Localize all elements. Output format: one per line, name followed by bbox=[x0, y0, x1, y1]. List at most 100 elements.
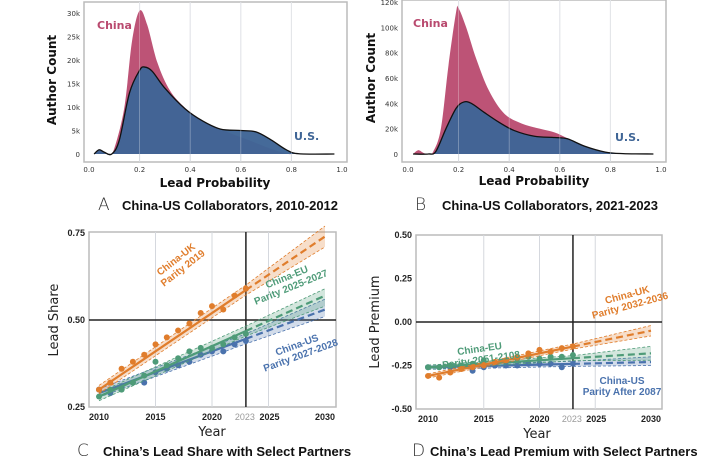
y-tick-label: 5k bbox=[71, 128, 80, 136]
y-axis-title: Author Count bbox=[45, 35, 59, 126]
y-tick-label: 100k bbox=[381, 24, 399, 32]
band-edge-upper-china-uk bbox=[98, 225, 326, 386]
panel-letter: A bbox=[98, 195, 110, 215]
x-tick-label: 0.2 bbox=[134, 166, 145, 174]
y-tick-label: 80k bbox=[385, 50, 399, 58]
data-point-china-us bbox=[536, 360, 543, 367]
data-point-china-us bbox=[242, 337, 249, 344]
x-tick-label: 2023 bbox=[235, 412, 255, 422]
x-tick-label: 0.0 bbox=[402, 166, 413, 174]
data-point-china-eu bbox=[547, 353, 554, 360]
y-tick-label: 15k bbox=[67, 81, 81, 89]
data-point-china-eu bbox=[141, 372, 148, 379]
y-tick-label: 0.25 bbox=[67, 402, 85, 412]
data-point-china-eu bbox=[425, 364, 431, 371]
data-point-china-eu bbox=[96, 393, 102, 400]
y-tick-label: -0.50 bbox=[391, 404, 412, 414]
data-point-china-uk bbox=[231, 292, 238, 299]
panel-letter: B bbox=[415, 195, 426, 215]
band-edge-upper-china-eu bbox=[98, 288, 326, 393]
y-tick-label: 20k bbox=[385, 126, 399, 134]
band-edge-lower-china-eu bbox=[427, 359, 652, 370]
data-point-china-us bbox=[197, 351, 204, 358]
x-tick-label: 0.2 bbox=[453, 166, 464, 174]
x-tick-label: 2030 bbox=[641, 414, 661, 424]
data-point-china-uk bbox=[152, 341, 159, 348]
density-area-us bbox=[413, 101, 654, 155]
data-point-china-uk bbox=[436, 374, 443, 381]
y-tick-label: 0.75 bbox=[67, 228, 85, 238]
panel-B: 0.0 0.2 0.4 0.6 0.8 1.0 0 20k 40k 60k 80k 100k 120k L… bbox=[364, 0, 667, 215]
x-tick-label: 0.4 bbox=[185, 166, 197, 174]
series-label-china: China bbox=[413, 17, 448, 30]
data-point-china-eu bbox=[186, 348, 193, 355]
data-point-china-eu bbox=[118, 386, 125, 393]
annotation-china-us: China-US Parity After 2087 bbox=[583, 376, 662, 398]
data-point-china-uk bbox=[175, 327, 182, 334]
data-point-china-uk bbox=[469, 364, 476, 371]
y-tick-label: 20k bbox=[67, 57, 81, 65]
data-point-china-uk bbox=[458, 365, 465, 372]
data-point-china-uk bbox=[220, 306, 227, 313]
data-point-china-eu bbox=[163, 362, 170, 369]
density-area-us bbox=[94, 66, 335, 155]
data-point-china-uk bbox=[480, 362, 487, 369]
data-point-china-uk bbox=[514, 353, 521, 360]
x-tick-label: 2025 bbox=[260, 412, 280, 422]
data-point-china-uk bbox=[503, 357, 510, 364]
data-point-china-uk bbox=[447, 369, 454, 376]
data-point-china-eu bbox=[152, 358, 159, 365]
y-axis-title: Lead Share bbox=[47, 284, 62, 357]
projection-line-china-eu bbox=[572, 352, 652, 360]
data-point-china-eu bbox=[242, 330, 249, 337]
data-point-china-uk bbox=[197, 310, 204, 317]
series-label-us: U.S. bbox=[615, 131, 640, 144]
data-point-china-uk bbox=[242, 285, 249, 292]
series-label-us: U.S. bbox=[294, 130, 319, 143]
x-tick-label: 0.4 bbox=[504, 166, 516, 174]
x-tick-label: 0.8 bbox=[605, 166, 616, 174]
series-label-china: China bbox=[97, 19, 132, 32]
data-point-china-uk bbox=[547, 348, 554, 355]
data-point-china-eu bbox=[231, 334, 238, 341]
band-edge-lower-china-uk bbox=[98, 246, 326, 395]
x-tick-label: 2025 bbox=[586, 414, 606, 424]
panel-title: China’s Lead Share with Select Partners bbox=[103, 444, 351, 459]
x-tick-label: 0.6 bbox=[554, 166, 566, 174]
data-point-china-eu bbox=[536, 355, 543, 362]
data-point-china-uk bbox=[425, 372, 431, 379]
data-point-china-eu bbox=[220, 341, 227, 348]
y-tick-label: 0 bbox=[76, 151, 80, 159]
projection-line-china-us bbox=[245, 308, 326, 340]
y-tick-label: 0.50 bbox=[394, 230, 412, 240]
data-point-china-uk bbox=[536, 346, 543, 353]
data-point-china-eu bbox=[558, 353, 565, 360]
panel-title: China-US Collaborators, 2010-2012 bbox=[122, 198, 338, 213]
x-tick-label: 1.0 bbox=[336, 166, 347, 174]
x-tick-label: 2015 bbox=[474, 414, 494, 424]
data-point-china-uk bbox=[186, 320, 193, 327]
projection-line-china-us bbox=[572, 360, 652, 365]
projection-line-china-uk bbox=[245, 235, 326, 291]
x-axis-title: Lead Probability bbox=[479, 174, 590, 188]
x-tick-label: 2020 bbox=[529, 414, 549, 424]
data-point-china-uk bbox=[491, 359, 498, 366]
data-point-china-us bbox=[220, 348, 227, 355]
data-point-china-uk bbox=[118, 365, 125, 372]
data-point-china-eu bbox=[197, 344, 204, 351]
y-tick-label: 25k bbox=[67, 34, 81, 42]
y-tick-label: 0 bbox=[394, 151, 398, 159]
data-point-china-uk bbox=[129, 358, 136, 365]
density-line-us bbox=[413, 101, 654, 155]
panel-D: 2010 2015 2020 2023 2025 2030 -0.50 -0.25 0.00 0.… bbox=[368, 230, 698, 459]
confidence-band-china-eu bbox=[99, 288, 325, 401]
annotation-line: China-US bbox=[600, 376, 645, 387]
data-point-china-uk bbox=[96, 386, 102, 393]
data-point-china-uk bbox=[107, 379, 114, 386]
annotation-line: Parity After 2087 bbox=[583, 387, 662, 398]
x-tick-label: 0.0 bbox=[83, 166, 94, 174]
panel-A: 0.0 0.2 0.4 0.6 0.8 1.0 0 5k 10k 15k 20k 25k 30k Lead… bbox=[45, 1, 348, 215]
x-axis-title: Year bbox=[197, 425, 226, 440]
data-point-china-uk bbox=[525, 350, 532, 357]
